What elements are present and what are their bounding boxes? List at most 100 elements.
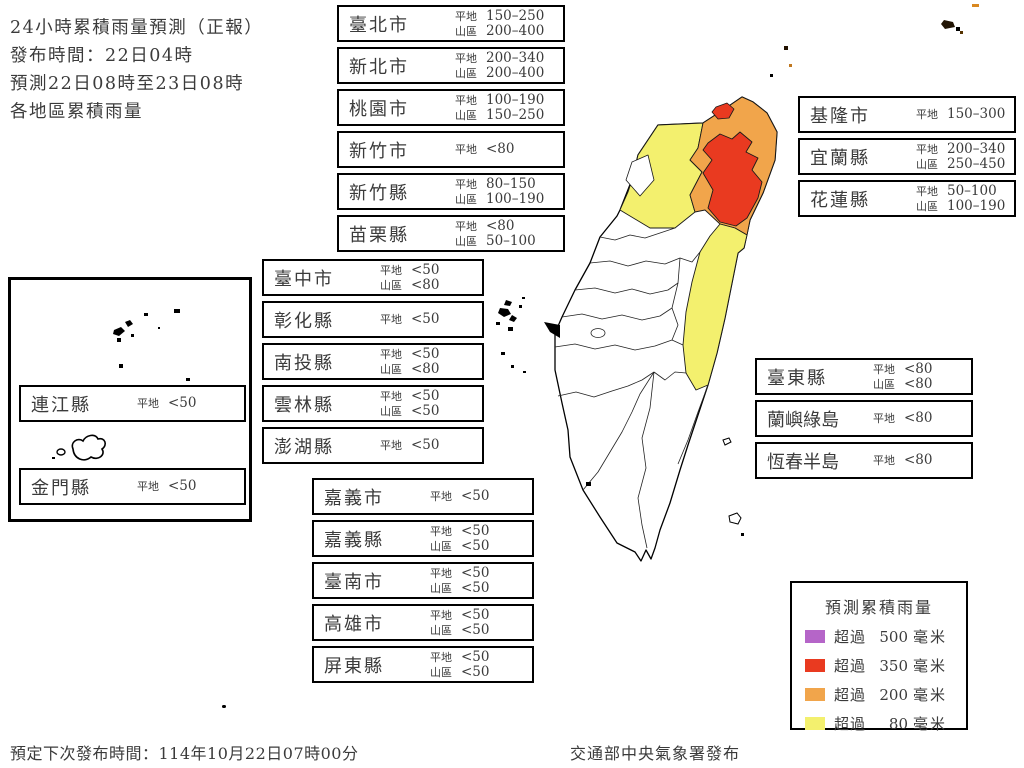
changhua-coast-wedge [544,322,560,338]
value-row-mountain: 山區 50–100 [455,234,536,249]
region-values: 平地 <80 [873,453,933,468]
value-row-plain: 平地 150–250 [455,9,544,24]
plain-label: 平地 [916,184,938,198]
region-values: 平地 <80 山區 <80 [873,362,933,392]
mountain-value: <50 [461,537,490,554]
plain-label: 平地 [137,397,159,410]
mountain-value: 150–250 [486,106,545,123]
region-box: 桃園市 平地 100–190 山區 150–250 [337,89,565,126]
legend-unit: 毫米 [913,657,948,675]
mountain-label: 山區 [430,665,452,679]
value-row-plain: 平地 <50 [380,312,440,327]
mountain-value: <80 [411,276,440,293]
region-box: 嘉義市 平地 <50 [312,478,534,515]
plain-label: 平地 [916,142,938,156]
value-row-mountain: 山區 200–400 [455,24,544,39]
plain-value: <50 [461,488,490,504]
region-box: 恆春半島 平地 <80 [755,442,973,479]
legend-rows: 超過 500 毫米 超過 350 毫米 超過 200 毫米 超過 80 毫米 [792,626,966,734]
value-row-plain: 平地 <50 [380,389,440,404]
legend-swatch [805,717,825,730]
value-row-mountain: 山區 250–450 [916,157,1005,172]
region-name: 連江縣 [31,394,91,416]
region-name: 高雄市 [324,613,384,635]
plain-label: 平地 [430,490,452,503]
region-values: 平地 <80 山區 50–100 [455,219,536,249]
legend-exceed-label: 超過 [834,657,867,675]
legend-swatch [805,659,825,672]
mountain-value: 250–450 [947,155,1006,172]
value-row-plain: 平地 <50 [430,566,490,581]
legend-unit: 毫米 [913,686,948,704]
penghu-islands [496,297,526,373]
region-box: 臺北市 平地 150–250 山區 200–400 [337,5,565,42]
mountain-label: 山區 [430,623,452,637]
value-row-plain: 平地 <80 [455,219,536,234]
plain-value: <80 [904,360,933,377]
region-name: 臺北市 [349,14,409,36]
value-row-plain: 平地 <50 [380,438,440,453]
county-boundaries [554,227,709,549]
value-row-mountain: 山區 100–190 [455,192,544,207]
legend-exceed-label: 超過 [834,715,867,733]
value-row-plain: 平地 100–190 [455,93,544,108]
region-box: 宜蘭縣 平地 200–340 山區 250–450 [798,138,1016,175]
plain-value: <80 [904,452,933,468]
plain-label: 平地 [455,51,477,65]
plain-value: <80 [486,141,515,157]
legend-exceed-label: 超過 [834,686,867,704]
plain-value: 200–340 [486,49,545,66]
mountain-value: 100–190 [947,197,1006,214]
region-hualien-strip [682,223,748,391]
plain-value: 80–150 [486,175,536,192]
forecast-box-column-south: 嘉義市 平地 <50 嘉義縣 平地 <50 山區 <50 臺南市 平地 <50 山區 <50 高雄市 平地 <… [312,478,534,683]
region-values: 平地 200–340 山區 250–450 [916,142,1005,172]
plain-label: 平地 [455,143,477,156]
mountain-label: 山區 [455,108,477,122]
region-name: 臺南市 [324,571,384,593]
legend-threshold-value: 500 [879,627,909,646]
mountain-label: 山區 [455,24,477,38]
map-speck [222,705,226,708]
mountain-label: 山區 [430,539,452,553]
legend-swatch [805,630,825,643]
value-row-plain: 平地 150–300 [916,107,1005,122]
region-box: 臺中市 平地 <50 山區 <80 [262,259,484,296]
rainfall-legend: 預測累積雨量 超過 500 毫米 超過 350 毫米 超過 200 毫米 超過 80 毫米 [790,581,968,733]
plain-value: <50 [411,261,440,278]
region-values: 平地 100–190 山區 150–250 [455,93,544,123]
legend-swatch [805,688,825,701]
plain-label: 平地 [455,219,477,233]
forecast-box-column-north: 臺北市 平地 150–250 山區 200–400 新北市 平地 200–340 山區 200–4… [337,5,565,252]
plain-label: 平地 [455,9,477,23]
plain-value: <50 [461,564,490,581]
mountain-label: 山區 [916,157,938,171]
region-name: 桃園市 [349,98,409,120]
plain-label: 平地 [380,347,402,361]
region-name: 新北市 [349,56,409,78]
mountain-label: 山區 [380,362,402,376]
legend-title: 預測累積雨量 [824,598,933,617]
offshore-islands [586,4,979,536]
region-name: 花蓮縣 [810,189,870,211]
region-values: 平地 200–340 山區 200–400 [455,51,544,81]
region-box: 臺南市 平地 <50 山區 <50 [312,562,534,599]
forecast-subtitle: 各地區累積雨量 [10,102,143,122]
value-row-plain: 平地 200–340 [916,142,1005,157]
mountain-value: <50 [461,663,490,680]
region-box: 澎湖縣 平地 <50 [262,427,484,464]
region-values: 平地 50–100 山區 100–190 [916,184,1005,214]
value-row-plain: 平地 <80 [873,411,933,426]
region-values: 平地 <50 [137,479,197,494]
value-row-mountain: 山區 <80 [380,278,440,293]
region-box: 高雄市 平地 <50 山區 <50 [312,604,534,641]
mountain-value: <50 [461,621,490,638]
mountain-label: 山區 [430,581,452,595]
region-values: 平地 <50 [380,438,440,453]
value-row-plain: 平地 <80 [873,362,933,377]
region-values: 平地 <50 山區 <50 [430,608,490,638]
next-issue-time: 預定下次發布時間：114年10月22日07時00分 [10,744,359,763]
kinmen-island [52,434,107,461]
legend-threshold-value: 200 [879,685,909,704]
region-values: 平地 150–250 山區 200–400 [455,9,544,39]
